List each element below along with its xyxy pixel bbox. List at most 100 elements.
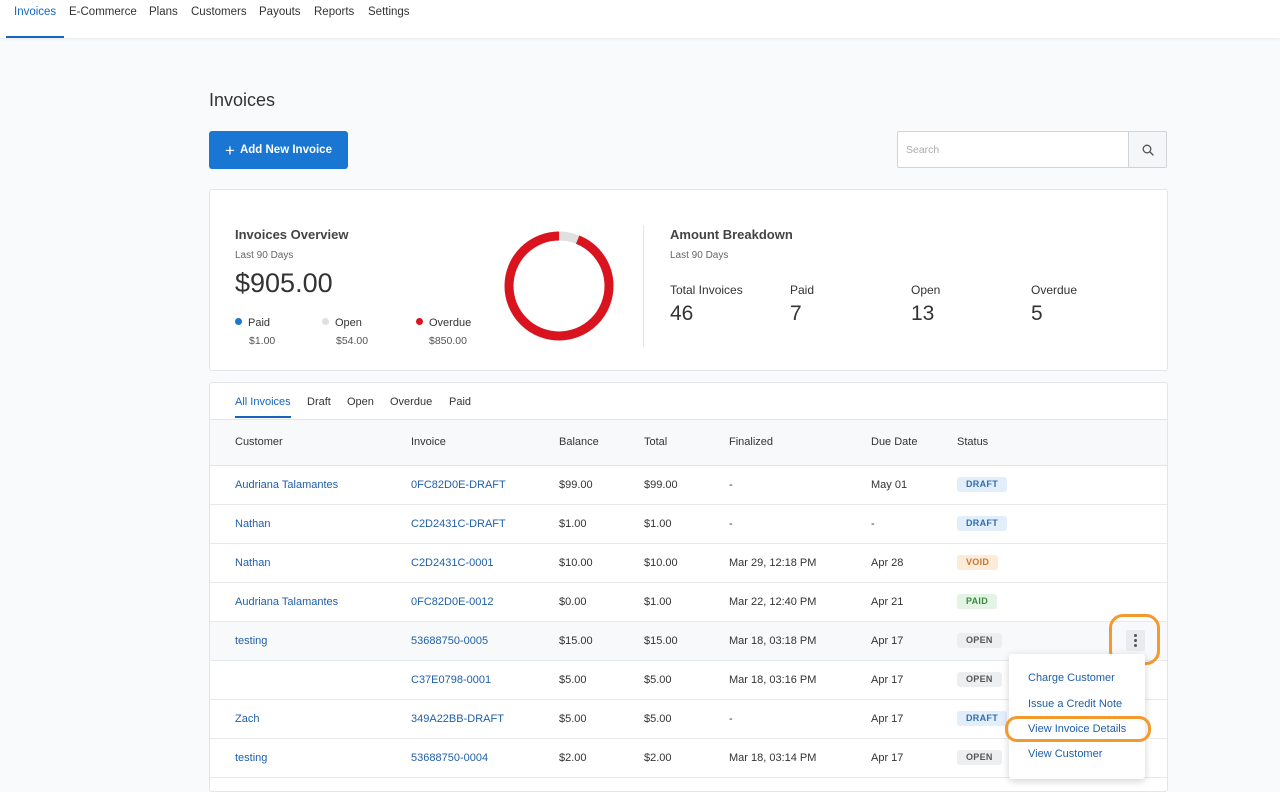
col-balance[interactable]: Balance <box>559 436 599 448</box>
due-date-cell: Apr 17 <box>871 635 904 647</box>
table-row[interactable]: Nathan C2D2431C-0001 $10.00 $10.00 Mar 29, 1… <box>210 544 1167 583</box>
top-nav: Invoices E-Commerce Plans Customers Payo… <box>0 0 1280 38</box>
nav-tab-payouts[interactable]: Payouts <box>259 6 301 18</box>
total-cell: $1.00 <box>644 596 672 608</box>
col-customer[interactable]: Customer <box>235 436 283 448</box>
finalized-cell: Mar 29, 12:18 PM <box>729 557 817 569</box>
table-row[interactable]: testing 53688750-0005 $15.00 $15.00 Mar 18, … <box>210 622 1167 661</box>
stat-open-label: Open <box>911 283 941 297</box>
due-date-cell: Apr 21 <box>871 596 904 608</box>
legend-open-label: Open <box>335 317 362 329</box>
legend-paid-value: $1.00 <box>249 335 276 347</box>
legend-open: Open <box>322 317 362 329</box>
col-status[interactable]: Status <box>957 436 989 448</box>
add-new-invoice-button[interactable]: + Add New Invoice <box>209 131 348 169</box>
total-cell: $99.00 <box>644 479 678 491</box>
breakdown-period: Last 90 Days <box>670 250 729 261</box>
overdue-dot-icon <box>416 318 423 325</box>
nav-tab-ecommerce[interactable]: E-Commerce <box>69 6 137 18</box>
invoice-link[interactable]: C2D2431C-0001 <box>411 557 494 569</box>
row-actions-kebab-icon[interactable] <box>1126 630 1145 651</box>
total-cell: $5.00 <box>644 674 672 686</box>
breakdown-title: Amount Breakdown <box>670 227 793 242</box>
nav-tab-customers[interactable]: Customers <box>191 6 247 18</box>
menu-issue-credit-note[interactable]: Issue a Credit Note <box>1028 698 1123 710</box>
status-badge: OPEN <box>957 633 1002 648</box>
customer-link[interactable]: Nathan <box>235 518 271 530</box>
status-badge: OPEN <box>957 750 1002 765</box>
search-button[interactable] <box>1128 132 1166 167</box>
customer-link[interactable]: Nathan <box>235 557 271 569</box>
invoices-overview-card: Invoices Overview Last 90 Days $905.00 P… <box>209 189 1168 371</box>
due-date-cell: Apr 17 <box>871 752 904 764</box>
finalized-cell: - <box>729 713 733 725</box>
balance-cell: $10.00 <box>559 557 593 569</box>
donut-overdue-segment <box>504 231 614 341</box>
customer-link[interactable]: Audriana Talamantes <box>235 596 339 608</box>
stat-open-value: 13 <box>911 302 935 325</box>
legend-paid-label: Paid <box>248 317 271 329</box>
filter-tab-open[interactable]: Open <box>347 396 374 408</box>
invoice-link[interactable]: 53688750-0005 <box>411 635 489 647</box>
stat-overdue-value: 5 <box>1031 302 1043 325</box>
nav-tab-reports[interactable]: Reports <box>314 6 355 18</box>
balance-cell: $5.00 <box>559 713 587 725</box>
finalized-cell: - <box>729 479 733 491</box>
total-cell: $15.00 <box>644 635 678 647</box>
finalized-cell: Mar 18, 03:18 PM <box>729 635 817 647</box>
invoices-table-card: All Invoices Draft Open Overdue Paid Cus… <box>209 382 1168 792</box>
invoices-donut-chart <box>504 231 614 341</box>
menu-view-customer[interactable]: View Customer <box>1028 748 1103 760</box>
invoice-link[interactable]: C2D2431C-DRAFT <box>411 518 506 530</box>
nav-tab-invoices[interactable]: Invoices <box>6 0 65 38</box>
nav-tab-plans[interactable]: Plans <box>149 6 178 18</box>
due-date-cell: Apr 28 <box>871 557 904 569</box>
open-dot-icon <box>322 318 329 325</box>
status-badge: PAID <box>957 594 998 609</box>
legend-paid: Paid <box>235 317 270 329</box>
status-badge: VOID <box>957 555 999 570</box>
col-finalized[interactable]: Finalized <box>729 436 774 448</box>
overview-total-amount: $905.00 <box>235 268 333 298</box>
total-cell: $5.00 <box>644 713 672 725</box>
balance-cell: $1.00 <box>559 518 587 530</box>
invoice-link[interactable]: 0FC82D0E-0012 <box>411 596 494 608</box>
search-input[interactable] <box>898 132 1130 167</box>
legend-overdue: Overdue <box>416 317 471 329</box>
stat-total-label: Total Invoices <box>670 283 743 297</box>
invoice-link[interactable]: 53688750-0004 <box>411 752 489 764</box>
table-row[interactable]: C37E0798-0001 $5.00 $5.00 Mar 18, 03:16 PM A… <box>210 661 1167 700</box>
customer-link[interactable]: Zach <box>235 713 260 725</box>
filter-tab-draft[interactable]: Draft <box>307 396 331 408</box>
col-due-date[interactable]: Due Date <box>871 436 918 448</box>
plus-icon: + <box>225 140 235 160</box>
legend-overdue-value: $850.00 <box>429 335 467 347</box>
customer-link[interactable]: testing <box>235 635 268 647</box>
invoice-link[interactable]: 349A22BB-DRAFT <box>411 713 504 725</box>
customer-link[interactable]: testing <box>235 752 268 764</box>
table-row[interactable]: Nathan C2D2431C-DRAFT $1.00 $1.00 - - DRAFT <box>210 505 1167 544</box>
filter-tab-paid[interactable]: Paid <box>449 396 472 408</box>
col-invoice[interactable]: Invoice <box>411 436 446 448</box>
due-date-cell: Apr 17 <box>871 713 904 725</box>
customer-link[interactable]: Audriana Talamantes <box>235 479 339 491</box>
filter-tab-all[interactable]: All Invoices <box>235 396 291 418</box>
table-row[interactable]: Zach 349A22BB-DRAFT $5.00 $5.00 - Apr 17 DRAFT <box>210 700 1167 739</box>
col-total[interactable]: Total <box>644 436 668 448</box>
invoice-link[interactable]: C37E0798-0001 <box>411 674 492 686</box>
table-row[interactable]: Audriana Talamantes 0FC82D0E-0012 $0.00 $1.… <box>210 583 1167 622</box>
filter-tab-overdue[interactable]: Overdue <box>390 396 433 408</box>
menu-view-invoice-details[interactable]: View Invoice Details <box>1028 723 1127 735</box>
menu-charge-customer[interactable]: Charge Customer <box>1028 672 1115 684</box>
finalized-cell: Mar 22, 12:40 PM <box>729 596 817 608</box>
status-badge: DRAFT <box>957 711 1007 726</box>
finalized-cell: Mar 18, 03:16 PM <box>729 674 817 686</box>
search-icon <box>1142 144 1154 156</box>
table-row[interactable]: testing 53688750-0004 $2.00 $2.00 Mar 18, 03… <box>210 739 1167 778</box>
legend-open-value: $54.00 <box>336 335 369 347</box>
invoice-link[interactable]: 0FC82D0E-DRAFT <box>411 479 506 491</box>
nav-tab-settings[interactable]: Settings <box>368 6 410 18</box>
table-row[interactable]: Audriana Talamantes 0FC82D0E-DRAFT $99.00 $… <box>210 466 1167 505</box>
total-cell: $2.00 <box>644 752 672 764</box>
total-cell: $1.00 <box>644 518 672 530</box>
